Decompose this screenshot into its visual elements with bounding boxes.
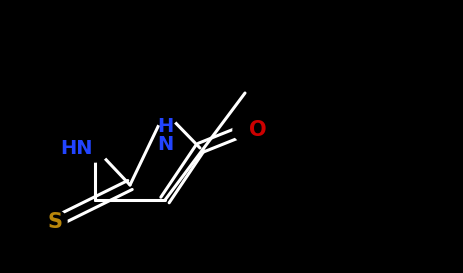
- Text: S: S: [47, 212, 63, 232]
- Circle shape: [43, 210, 67, 234]
- Circle shape: [81, 134, 109, 162]
- Text: O: O: [249, 120, 266, 140]
- Text: HN: HN: [60, 138, 93, 158]
- Text: H
N: H N: [156, 117, 173, 153]
- Circle shape: [232, 118, 257, 142]
- Circle shape: [150, 98, 179, 126]
